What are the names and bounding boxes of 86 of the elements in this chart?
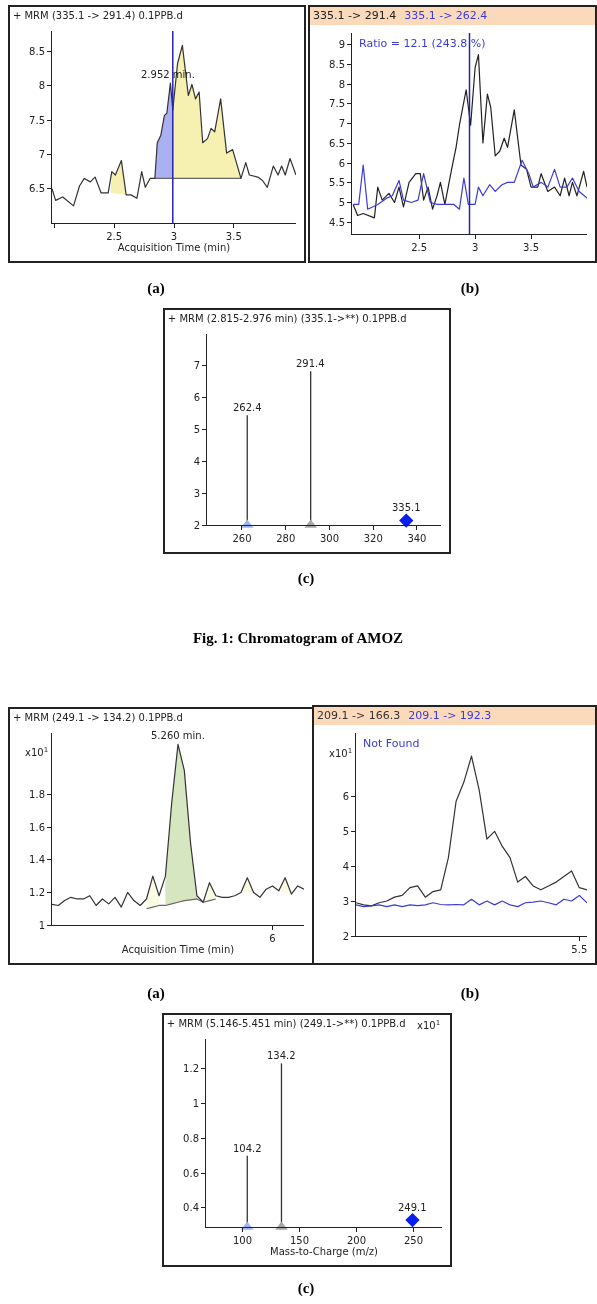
annotation: 249.1 <box>398 1202 427 1213</box>
x-tick-label: 340 <box>407 533 427 544</box>
x-tick-label: 150 <box>289 1235 310 1246</box>
y-tick-label: 1 <box>192 1097 199 1109</box>
y-tick-label: 1.2 <box>29 886 45 898</box>
text: (a) <box>147 985 165 1002</box>
y-tick-label: 0.4 <box>183 1202 199 1214</box>
x-tick-label: 200 <box>346 1235 367 1246</box>
y-tick-label: 1.4 <box>29 854 45 866</box>
annotation: 335.1 <box>392 502 421 513</box>
y-axis-title: x10$^{1}$ <box>329 747 353 760</box>
line-series <box>52 743 304 908</box>
x-tick-label: 3.5 <box>523 242 539 253</box>
y-tick-label: 4.5 <box>329 216 345 228</box>
x-axis-title: Acquisition Time (min) <box>121 943 235 955</box>
x-tick-label: 300 <box>319 533 340 544</box>
chart-subtitle: Ratio = 12.1 (243.8 %) <box>359 37 486 50</box>
y-tick-label: 4 <box>193 455 200 467</box>
chart-title: + MRM (5.146-5.451 min) (249.1->**) 0.1PPB.d <box>166 1018 406 1029</box>
annotation: 5.260 min. <box>151 730 205 741</box>
y-tick-label: 8 <box>338 78 345 90</box>
text: (a) <box>147 280 165 297</box>
x-tick-label: 2.5 <box>411 242 428 253</box>
text: (c) <box>297 1280 315 1297</box>
line-series <box>356 894 587 908</box>
y-tick-label: 0.8 <box>183 1132 199 1144</box>
x-axis-title: Mass-to-Charge (m/z) <box>270 1246 379 1257</box>
y-tick-label: 3 <box>193 487 200 499</box>
x-tick-label: 3.5 <box>225 231 242 242</box>
y-tick-label: 8 <box>38 80 45 92</box>
chart-title: + MRM (249.1 -> 134.2) 0.1PPB.d <box>13 712 183 723</box>
annotation: 262.4 <box>233 402 262 413</box>
y-tick-label: 7 <box>338 118 345 130</box>
x-tick-label: 3 <box>170 231 178 242</box>
x-tick-label: 260 <box>232 533 252 544</box>
y-tick-label: 1 <box>38 919 45 931</box>
y-axis-title: x10$^{1}$ <box>25 746 49 759</box>
y-tick-label: 4 <box>342 860 349 872</box>
y-tick-label: 6.5 <box>29 183 45 195</box>
text: 209.1 -> 166.3 <box>317 709 401 722</box>
x-axis-title: Acquisition Time (min) <box>117 242 231 253</box>
y-tick-label: 7.5 <box>329 98 345 110</box>
x-tick-label: 280 <box>276 533 296 544</box>
annotation: 134.2 <box>267 1050 296 1061</box>
y-tick-label: 5 <box>338 196 345 208</box>
y-tick-label: 6.5 <box>329 137 345 149</box>
annotation: 291.4 <box>296 358 325 369</box>
x-tick-label: 250 <box>403 1235 424 1246</box>
y-tick-label: 2 <box>193 519 200 531</box>
y-tick-label: 6 <box>193 392 200 404</box>
text: 335.1 -> 291.4 <box>313 9 397 22</box>
text: 209.1 -> 192.3 <box>408 709 492 722</box>
y-tick-label: 0.6 <box>183 1167 199 1179</box>
y-tick-label: 2 <box>342 930 349 942</box>
line-series <box>356 755 587 907</box>
y-tick-label: 1.8 <box>29 789 45 801</box>
chart-title: + MRM (2.815-2.976 min) (335.1->**) 0.1PPB.d <box>167 313 407 324</box>
y-tick-label: 6 <box>338 157 345 169</box>
y-axis-title: x10$^{1}$ <box>417 1019 441 1032</box>
x-tick-label: 3 <box>471 242 479 253</box>
chart-title: + MRM (335.1 -> 291.4) 0.1PPB.d <box>12 10 183 21</box>
annotation: 104.2 <box>233 1143 262 1154</box>
y-tick-label: 5 <box>342 825 349 837</box>
line-series <box>352 159 587 210</box>
y-tick-label: 8.5 <box>329 59 345 71</box>
y-tick-label: 7 <box>193 360 200 372</box>
text: (c) <box>297 570 315 587</box>
text: 335.1 -> 262.4 <box>404 9 488 22</box>
x-tick-label: 100 <box>232 1235 253 1246</box>
text: (b) <box>460 280 480 297</box>
y-tick-label: 1.6 <box>29 821 45 833</box>
text: (b) <box>460 985 480 1002</box>
chart-subtitle: Not Found <box>363 737 420 750</box>
line-series <box>52 44 296 207</box>
x-tick-label: 320 <box>363 533 383 544</box>
y-tick-label: 9 <box>338 39 345 51</box>
y-tick-label: 8.5 <box>29 46 45 58</box>
y-tick-label: 5 <box>193 424 200 435</box>
y-tick-label: 7.5 <box>29 114 45 126</box>
y-tick-label: 7 <box>38 148 45 160</box>
y-tick-label: 3 <box>342 895 349 907</box>
y-tick-label: 1.2 <box>183 1063 199 1075</box>
caption: Fig. 1: Chromatogram of AMOZ <box>192 630 404 647</box>
y-tick-label: 6 <box>342 790 349 802</box>
y-tick-label: 5.5 <box>329 177 345 189</box>
x-tick-label: 2.5 <box>106 231 123 242</box>
